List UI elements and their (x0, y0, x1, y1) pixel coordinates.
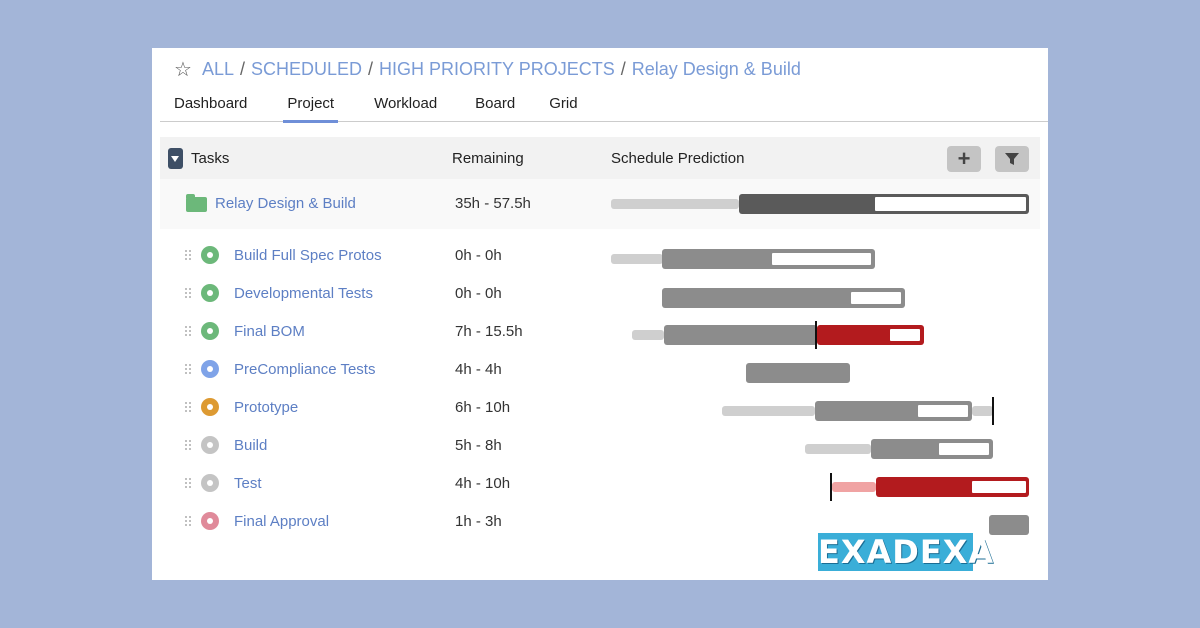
task-row[interactable]: Build Full Spec Protos 0h - 0h (152, 241, 1048, 279)
task-name-link[interactable]: Final BOM (234, 323, 305, 340)
gantt-remaining-range (939, 443, 989, 455)
task-remaining: 1h - 3h (455, 513, 502, 530)
task-remaining: 7h - 15.5h (455, 323, 523, 340)
tasks-header: Tasks (191, 150, 230, 167)
breadcrumb-project[interactable]: Relay Design & Build (631, 59, 801, 79)
breadcrumb-separator: / (620, 59, 626, 79)
gantt-remaining-range (875, 197, 1026, 211)
project-name-link[interactable]: Relay Design & Build (215, 195, 356, 212)
status-icon (201, 436, 219, 454)
gantt-bar (611, 254, 663, 264)
task-row[interactable]: Prototype 6h - 10h (152, 393, 1048, 431)
remaining-header: Remaining (452, 150, 524, 167)
breadcrumb-all[interactable]: ALL (201, 59, 234, 79)
task-row[interactable]: Test 4h - 10h (152, 469, 1048, 507)
tab-bar: Dashboard Project Workload Board Grid (160, 92, 1048, 123)
exadexa-logo: EXADEXA (818, 533, 995, 571)
filter-icon (1005, 153, 1019, 165)
gantt-bar (722, 406, 815, 416)
task-row[interactable]: Final BOM 7h - 15.5h (152, 317, 1048, 355)
task-remaining: 4h - 4h (455, 361, 502, 378)
status-icon (201, 474, 219, 492)
task-remaining: 5h - 8h (455, 437, 502, 454)
task-remaining: 6h - 10h (455, 399, 511, 416)
gantt-bar (805, 444, 871, 454)
gantt-deadline-marker (830, 473, 832, 501)
status-icon (201, 398, 219, 416)
gantt-bar (746, 363, 850, 383)
gantt-deadline-marker (815, 321, 817, 349)
task-name-link[interactable]: Build Full Spec Protos (234, 247, 382, 264)
drag-handle-icon[interactable] (184, 363, 192, 375)
drag-handle-icon[interactable] (184, 287, 192, 299)
task-row[interactable]: Developmental Tests 0h - 0h (152, 279, 1048, 317)
task-name-link[interactable]: Developmental Tests (234, 285, 373, 302)
gantt-bar (611, 199, 739, 209)
filter-button[interactable] (995, 146, 1029, 172)
task-remaining: 0h - 0h (455, 247, 502, 264)
gantt-remaining-range (851, 292, 901, 304)
status-icon (201, 322, 219, 340)
gantt-remaining-range (918, 405, 968, 417)
status-icon (201, 360, 219, 378)
plus-icon: + (957, 146, 971, 171)
gantt-remaining-range (972, 481, 1026, 493)
tab-project[interactable]: Project (273, 92, 348, 123)
status-icon (201, 512, 219, 530)
gantt-bar (832, 482, 876, 492)
task-name-link[interactable]: Test (234, 475, 262, 492)
tab-grid[interactable]: Grid (549, 95, 578, 112)
status-icon (201, 284, 219, 302)
breadcrumb-high-priority[interactable]: HIGH PRIORITY PROJECTS (379, 59, 615, 79)
gantt-bar (972, 406, 993, 416)
gantt-bar (632, 330, 664, 340)
gantt-bar (664, 325, 817, 345)
drag-handle-icon[interactable] (184, 325, 192, 337)
add-task-button[interactable]: + (947, 146, 981, 172)
gantt-bar (989, 515, 1029, 535)
gantt-deadline-marker (992, 397, 994, 425)
gantt-bar (662, 288, 905, 308)
project-panel: ☆ ALL / SCHEDULED / HIGH PRIORITY PROJEC… (152, 48, 1048, 580)
task-remaining: 0h - 0h (455, 285, 502, 302)
task-name-link[interactable]: Prototype (234, 399, 299, 416)
breadcrumb-separator: / (239, 59, 245, 79)
breadcrumb-separator: / (368, 59, 374, 79)
tab-board[interactable]: Board (475, 95, 516, 112)
task-row[interactable]: Build 5h - 8h (152, 431, 1048, 469)
schedule-prediction-header: Schedule Prediction (611, 150, 745, 167)
tab-workload[interactable]: Workload (374, 95, 438, 112)
breadcrumb-scheduled[interactable]: SCHEDULED (250, 59, 363, 79)
breadcrumb: ☆ ALL / SCHEDULED / HIGH PRIORITY PROJEC… (174, 57, 801, 82)
task-row[interactable]: Final Approval 1h - 3h (152, 507, 1048, 545)
drag-handle-icon[interactable] (184, 401, 192, 413)
collapse-caret-icon[interactable] (168, 148, 183, 169)
task-name-link[interactable]: PreCompliance Tests (234, 361, 376, 378)
gantt-remaining-range (890, 329, 920, 341)
task-name-link[interactable]: Build (234, 437, 268, 454)
drag-handle-icon[interactable] (184, 515, 192, 527)
star-icon[interactable]: ☆ (174, 59, 192, 81)
folder-icon (186, 194, 207, 212)
task-remaining: 4h - 10h (455, 475, 511, 492)
status-icon (201, 246, 219, 264)
task-row[interactable]: PreCompliance Tests 4h - 4h (152, 355, 1048, 393)
drag-handle-icon[interactable] (184, 477, 192, 489)
table-header: Tasks Remaining Schedule Prediction + (160, 137, 1040, 179)
gantt-remaining-range (772, 253, 871, 265)
task-name-link[interactable]: Final Approval (234, 513, 330, 530)
drag-handle-icon[interactable] (184, 249, 192, 261)
project-remaining: 35h - 57.5h (455, 195, 531, 212)
drag-handle-icon[interactable] (184, 439, 192, 451)
tab-dashboard[interactable]: Dashboard (174, 95, 248, 112)
